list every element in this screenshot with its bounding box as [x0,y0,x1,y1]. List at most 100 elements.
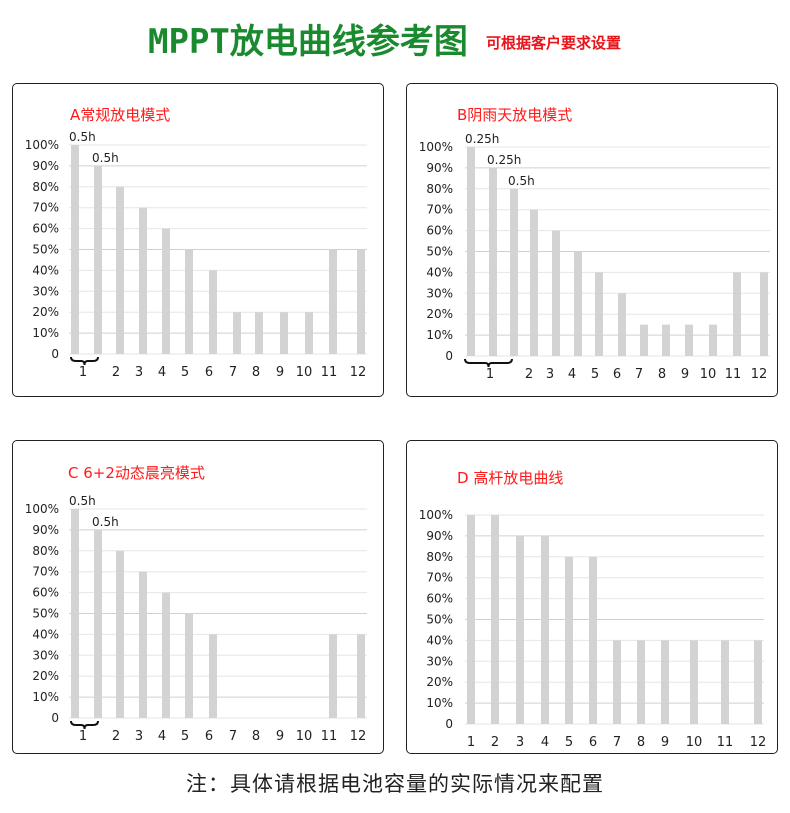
chart-title: C 6+2动态晨亮模式 [68,464,205,482]
x-tick-label: 11 [321,729,338,744]
bar-6 [618,293,626,356]
y-tick-label: 90% [426,161,453,175]
y-tick-label: 80% [32,180,59,194]
y-tick-label: 30% [426,654,453,668]
x-tick-label: 9 [661,735,669,750]
x-tick-label: 4 [568,367,576,382]
y-tick-label: 30% [426,286,453,300]
bar-4 [541,535,549,724]
y-tick-label: 30% [32,284,59,298]
bar-10 [305,312,313,354]
bar-1 [489,167,497,356]
bar-10 [709,324,717,356]
x-tick-label: 3 [135,729,143,744]
chart-title: D 高杆放电曲线 [457,469,564,487]
bar-12 [754,640,762,724]
bar-duration-label: 0.5h [69,494,96,508]
y-tick-label: 20% [32,305,59,319]
x-tick-label: 7 [635,367,643,382]
page-subtitle: 可根据客户要求设置 [486,34,622,52]
x-tick-label: 7 [229,365,237,380]
y-tick-label: 80% [32,544,59,558]
y-tick-label: 40% [426,265,453,279]
y-tick-label: 20% [426,307,453,321]
x-tick-label: 7 [229,729,237,744]
bar-1 [71,145,79,354]
bar-5 [185,613,193,718]
bar-3 [139,207,147,354]
x-tick-label: 3 [135,365,143,380]
bar-2 [491,515,499,724]
x-tick-label: 11 [725,367,742,382]
x-tick-label: 11 [717,735,734,750]
bar-duration-label: 0.25h [487,153,521,167]
x-tick-label: 8 [252,729,260,744]
y-tick-label: 40% [32,263,59,277]
bar-12 [760,272,768,356]
bar-8 [255,312,263,354]
bar-7 [233,312,241,354]
group-brace-icon [464,358,513,368]
x-tick-label: 6 [613,367,621,382]
chart-title: B阴雨天放电模式 [457,106,573,124]
y-tick-label: 40% [32,627,59,641]
chart-title: A常规放电模式 [70,106,171,124]
x-tick-label: 12 [350,729,367,744]
y-tick-label: 70% [426,571,453,585]
x-tick-label: 2 [525,367,533,382]
y-tick-label: 10% [426,328,453,342]
x-tick-label: 5 [591,367,599,382]
x-tick-label: 3 [516,735,524,750]
bar-12 [357,634,365,718]
x-tick-label: 8 [252,365,260,380]
y-tick-label: 90% [426,529,453,543]
x-tick-label: 6 [205,365,213,380]
x-tick-label: 12 [350,365,367,380]
y-tick-label: 90% [32,523,59,537]
y-tick-label: 30% [32,648,59,662]
x-tick-label: 12 [750,735,767,750]
bar-3 [516,535,524,724]
x-tick-label: 10 [686,735,703,750]
group-brace-icon [70,720,99,730]
bar-1 [467,147,475,356]
y-tick-label: 0 [51,711,59,725]
y-tick-label: 60% [32,222,59,236]
y-tick-label: 100% [419,508,453,522]
y-tick-label: 20% [32,669,59,683]
bar-4 [162,592,170,718]
bar-2 [116,550,124,718]
y-tick-label: 50% [426,245,453,259]
bar-6 [589,556,597,724]
bar-5 [185,249,193,354]
footer-note: 注：具体请根据电池容量的实际情况来配置 [186,772,604,796]
chart-svg: 0 10% 20% 30% 40% 50% 60% 70% 80% 90% 100% 0.5h 0.5h… [25,130,367,380]
chart-panel-b: B阴雨天放电模式 0 10% 20% 30% 40% 50% 60% 70% 80% 90% 100… [406,83,778,397]
bar-3 [139,571,147,718]
x-tick-label: 5 [181,729,189,744]
bar-9 [661,640,669,724]
group-brace-icon [70,356,99,366]
x-tick-label: 4 [541,735,549,750]
chart-svg: 010%20%30%40%50%60%70%80%90%100%1 2 3 4 5 6 7 8… [419,508,767,750]
bar-10 [690,640,698,724]
x-tick-label: 10 [296,729,313,744]
bar-2 [530,209,538,356]
x-tick-label: 1 [486,367,494,382]
x-tick-label: 5 [565,735,573,750]
bar-11 [733,272,741,356]
y-tick-label: 70% [426,203,453,217]
bar-duration-label: 0.5h [508,174,535,188]
bar-11 [721,640,729,724]
bar-8 [662,324,670,356]
bar-8 [637,640,645,724]
x-tick-label: 1 [467,735,475,750]
bar-2 [116,186,124,354]
bar-4 [574,251,582,356]
bar-duration-label: 0.25h [465,132,499,146]
x-tick-label: 6 [205,729,213,744]
bar-6 [209,270,217,354]
x-tick-label: 3 [546,367,554,382]
y-tick-label: 60% [32,586,59,600]
